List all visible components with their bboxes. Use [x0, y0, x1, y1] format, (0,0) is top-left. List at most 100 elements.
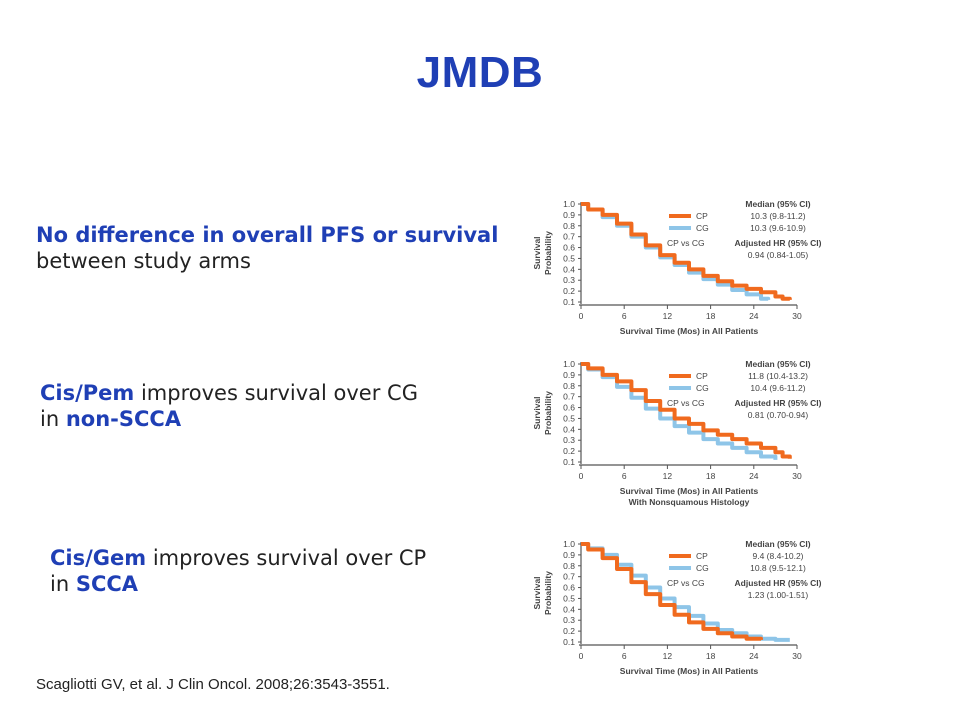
km-chart-2: 1.00.90.80.70.60.50.40.30.20.1 0 6 12 18 24 30…: [532, 359, 822, 507]
y-tick-label: 0.9: [563, 550, 575, 560]
km-curve-cg: [581, 202, 771, 301]
y-tick-label: 0.8: [563, 221, 575, 231]
slide-title: JMDB: [416, 48, 544, 97]
x-tick-label: 6: [622, 651, 627, 661]
y-tick-label: 0.3: [563, 435, 575, 445]
km-curve-cg: [581, 542, 790, 642]
y-tick-label: 0.6: [563, 403, 575, 413]
hr-value: 0.81 (0.70-0.94): [748, 410, 809, 420]
y-tick-label: 0.4: [563, 264, 575, 274]
y-axis-label-2: Probability: [543, 231, 553, 275]
note-highlight: Cis/Gem: [50, 546, 147, 570]
x-tick-label: 18: [706, 471, 716, 481]
km-chart-1: 1.00.90.80.70.60.50.40.30.20.1 0 6 12 18 24 30…: [532, 199, 822, 336]
x-tick-label: 24: [749, 471, 759, 481]
y-tick-label: 0.1: [563, 297, 575, 307]
x-axis-label: Survival Time (Mos) in All Patients: [620, 666, 759, 676]
note-nonscca: Cis/Pem improves survival over CG in non…: [40, 380, 418, 432]
km-curve-cp: [581, 542, 763, 641]
note-text: improves survival over CG: [134, 381, 418, 405]
x-axis-label: Survival Time (Mos) in All Patients: [620, 486, 759, 496]
legend-label-cp: CP: [696, 551, 708, 561]
hr-header: Adjusted HR (95% CI): [735, 578, 822, 588]
y-axis-label: Survival: [532, 396, 542, 429]
x-tick-label: 24: [749, 651, 759, 661]
median-cg-value: 10.3 (9.6-10.9): [750, 223, 806, 233]
note-line2-text: in: [50, 572, 76, 596]
y-tick-label: 0.8: [563, 561, 575, 571]
y-tick-label: 0.2: [563, 626, 575, 636]
note-line2-highlight: non-SCCA: [65, 407, 182, 431]
legend-swatch-cg: [669, 386, 691, 390]
x-tick-label: 30: [792, 471, 802, 481]
note-line2-text: in: [40, 407, 66, 431]
legend-label-cg: CG: [696, 383, 709, 393]
y-axis-label-2: Probability: [543, 391, 553, 435]
y-tick-label: 0.4: [563, 424, 575, 434]
note-line2: in SCCA: [50, 571, 426, 597]
x-tick-label: 24: [749, 311, 759, 321]
legend-label-cg: CG: [696, 223, 709, 233]
median-cp-value: 10.3 (9.8-11.2): [750, 211, 805, 221]
y-tick-label: 0.1: [563, 457, 575, 467]
y-tick-label: 0.2: [563, 286, 575, 296]
y-tick-label: 1.0: [563, 199, 575, 209]
hr-header: Adjusted HR (95% CI): [735, 398, 822, 408]
y-tick-label: 0.6: [563, 583, 575, 593]
legend-compare-label: CP vs CG: [667, 398, 705, 408]
x-tick-label: 18: [706, 651, 716, 661]
x-tick-label: 0: [579, 651, 584, 661]
legend-swatch-cg: [669, 566, 691, 570]
note-line2-highlight: SCCA: [75, 572, 139, 596]
x-tick-label: 12: [663, 471, 673, 481]
median-header: Median (95% CI): [745, 359, 810, 369]
x-tick-label: 12: [663, 311, 673, 321]
median-header: Median (95% CI): [745, 199, 810, 209]
y-tick-label: 0.8: [563, 381, 575, 391]
y-tick-label: 0.2: [563, 446, 575, 456]
y-tick-label: 0.3: [563, 275, 575, 285]
y-tick-label: 0.7: [563, 392, 575, 402]
legend-compare-label: CP vs CG: [667, 578, 705, 588]
y-axis-label-2: Probability: [543, 571, 553, 615]
y-tick-label: 0.9: [563, 210, 575, 220]
y-tick-label: 0.4: [563, 604, 575, 614]
x-tick-label: 30: [792, 311, 802, 321]
citation: Scagliotti GV, et al. J Clin Oncol. 2008…: [36, 676, 390, 693]
median-header: Median (95% CI): [745, 539, 810, 549]
km-curve-cp: [581, 202, 792, 301]
y-tick-label: 0.1: [563, 637, 575, 647]
x-axis-label-2: With Nonsquamous Histology: [629, 497, 750, 507]
hr-value: 1.23 (1.00-1.51): [748, 590, 809, 600]
y-tick-label: 0.7: [563, 232, 575, 242]
x-tick-label: 30: [792, 651, 802, 661]
note-line2: in non-SCCA: [40, 406, 418, 432]
note-scca: Cis/Gem improves survival over CP in SCC…: [50, 545, 426, 597]
legend-swatch-cp: [669, 554, 691, 558]
legend-swatch-cg: [669, 226, 691, 230]
note-text: improves survival over CP: [146, 546, 427, 570]
y-tick-label: 1.0: [563, 539, 575, 549]
x-tick-label: 12: [663, 651, 673, 661]
x-tick-label: 6: [622, 311, 627, 321]
km-curve-cp: [581, 362, 792, 459]
x-tick-label: 0: [579, 311, 584, 321]
y-tick-label: 0.3: [563, 615, 575, 625]
note-overall: No difference in overall PFS or survival…: [36, 222, 498, 274]
median-cg-value: 10.4 (9.6-11.2): [750, 383, 805, 393]
legend-label-cp: CP: [696, 371, 708, 381]
note-highlight: No difference in overall PFS or survival: [36, 223, 499, 247]
legend-compare-label: CP vs CG: [667, 238, 705, 248]
x-tick-label: 6: [622, 471, 627, 481]
legend-label-cg: CG: [696, 563, 709, 573]
y-tick-label: 0.7: [563, 572, 575, 582]
y-tick-label: 0.9: [563, 370, 575, 380]
x-tick-label: 0: [579, 471, 584, 481]
x-tick-label: 18: [706, 311, 716, 321]
y-tick-label: 0.6: [563, 243, 575, 253]
km-curve-cg: [581, 362, 778, 460]
y-axis-label: Survival: [532, 236, 542, 269]
median-cg-value: 10.8 (9.5-12.1): [750, 563, 806, 573]
y-axis-label: Survival: [532, 576, 542, 609]
